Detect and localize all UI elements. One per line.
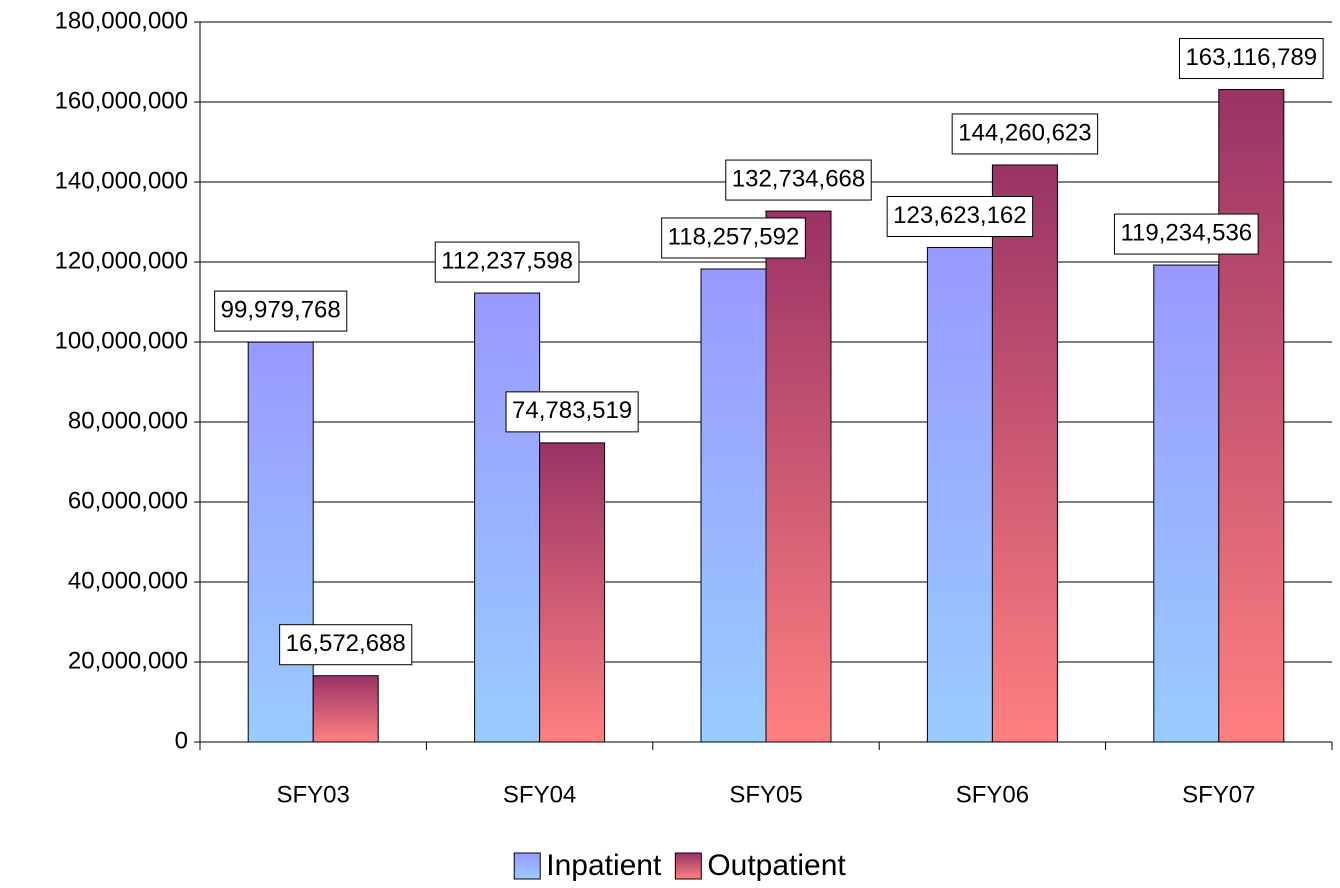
bar — [312, 675, 379, 743]
bar — [1153, 264, 1220, 743]
bar — [700, 268, 767, 743]
legend: Inpatient Outpatient — [513, 849, 846, 882]
data-label-text: 112,237,598 — [441, 247, 573, 274]
data-label-box — [214, 290, 348, 332]
bar — [926, 247, 993, 743]
bar — [1218, 89, 1285, 743]
data-label: 99,979,768 — [214, 290, 348, 332]
data-label: 112,237,598 — [434, 241, 580, 283]
x-tick-label: SFY05 — [729, 781, 802, 808]
y-tick-label: 0 — [175, 727, 188, 754]
data-label-box — [661, 217, 806, 259]
data-label-box — [279, 624, 413, 666]
data-label-box — [505, 391, 639, 433]
legend-swatch — [513, 852, 541, 880]
bar — [765, 210, 832, 743]
data-label-text: 132,734,668 — [732, 165, 865, 192]
bar — [991, 164, 1058, 743]
data-label: 74,783,519 — [505, 391, 639, 433]
data-label-box — [434, 241, 580, 283]
data-label: 118,257,592 — [661, 217, 806, 259]
data-label-box — [1113, 213, 1259, 255]
data-label-text: 119,234,536 — [1120, 219, 1252, 246]
data-label-text: 118,257,592 — [668, 223, 800, 250]
y-tick-label: 40,000,000 — [68, 567, 188, 594]
legend-swatch — [674, 852, 702, 880]
data-label-text: 123,623,162 — [893, 202, 1026, 229]
data-label: 144,260,623 — [951, 113, 1099, 155]
data-label-text: 99,979,768 — [221, 296, 341, 323]
y-tick-label: 20,000,000 — [68, 647, 188, 674]
x-tick-label: SFY03 — [277, 781, 350, 808]
data-label: 123,623,162 — [886, 196, 1034, 238]
x-tick-label: SFY04 — [503, 781, 576, 808]
data-label-box — [725, 159, 872, 201]
bar — [539, 442, 606, 743]
data-label: 163,116,789 — [1178, 38, 1324, 80]
y-tick-label: 120,000,000 — [55, 247, 188, 274]
y-tick-label: 180,000,000 — [55, 7, 188, 34]
y-tick-label: 100,000,000 — [55, 327, 188, 354]
y-tick-label: 80,000,000 — [68, 407, 188, 434]
legend-label: Outpatient — [707, 849, 846, 882]
data-label-text: 163,116,789 — [1185, 44, 1317, 71]
legend-label: Inpatient — [546, 849, 662, 882]
y-tick-label: 60,000,000 — [68, 487, 188, 514]
data-label: 16,572,688 — [279, 624, 413, 666]
data-label: 132,734,668 — [725, 159, 872, 201]
bar — [474, 292, 541, 743]
bar — [247, 341, 314, 743]
data-label-box — [1178, 38, 1324, 80]
data-label-text: 144,260,623 — [958, 119, 1091, 146]
data-label-text: 74,783,519 — [512, 397, 632, 424]
data-label-box — [886, 196, 1034, 238]
data-label-text: 16,572,688 — [286, 630, 406, 657]
x-tick-label: SFY06 — [956, 781, 1029, 808]
y-tick-label: 160,000,000 — [55, 87, 188, 114]
y-tick-label: 140,000,000 — [55, 167, 188, 194]
x-tick-label: SFY07 — [1182, 781, 1255, 808]
data-label: 119,234,536 — [1113, 213, 1259, 255]
data-label-box — [951, 113, 1099, 155]
